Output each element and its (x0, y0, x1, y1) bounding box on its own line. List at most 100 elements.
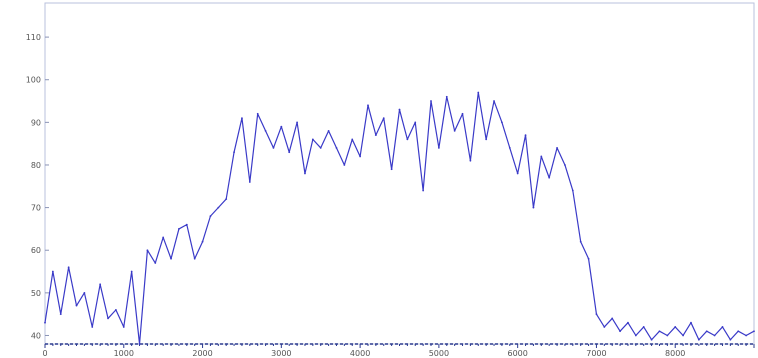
data-point (705, 330, 708, 333)
data-point (51, 270, 54, 273)
data-point (477, 91, 480, 94)
data-point (311, 138, 314, 141)
data-point (453, 129, 456, 132)
data-point (619, 330, 621, 333)
data-point (508, 147, 511, 149)
y-tick-label: 70 (31, 204, 41, 213)
data-point (390, 168, 393, 171)
data-point (225, 198, 228, 200)
data-point (595, 313, 598, 316)
data-point (248, 181, 251, 183)
data-point (272, 147, 275, 149)
data-point (288, 151, 291, 154)
data-point (99, 283, 102, 286)
data-point (422, 189, 425, 192)
data-point (721, 326, 724, 328)
x-tick-label: 5000 (429, 349, 449, 358)
x-tick-label: 8000 (665, 349, 685, 358)
data-point (674, 326, 677, 328)
data-point (91, 326, 94, 328)
y-tick-label: 40 (31, 331, 41, 340)
data-point (256, 112, 259, 115)
y-tick-label: 110 (26, 33, 41, 42)
data-point (682, 334, 684, 337)
data-point (540, 155, 543, 158)
data-point (264, 129, 267, 132)
data-point (430, 100, 432, 102)
data-point (532, 206, 535, 209)
data-point (115, 309, 117, 311)
data-point (587, 257, 590, 260)
data-point (611, 317, 614, 320)
y-tick-label: 60 (31, 246, 41, 255)
data-point (658, 330, 661, 333)
data-point (359, 155, 362, 158)
x-tick-label: 6000 (507, 349, 527, 358)
data-point (713, 334, 716, 337)
data-point (241, 117, 243, 119)
data-point (729, 338, 732, 341)
data-point (634, 334, 637, 337)
data-point (697, 338, 700, 341)
data-point (154, 262, 157, 264)
data-point (146, 249, 149, 252)
data-point (745, 334, 748, 337)
series-layer (44, 91, 755, 345)
data-point (398, 108, 401, 111)
data-point (201, 240, 204, 243)
data-point (343, 164, 346, 166)
data-point (319, 147, 322, 149)
data-point (666, 334, 669, 337)
data-point (138, 343, 141, 345)
data-point (461, 112, 464, 115)
y-tick-label: 50 (31, 289, 41, 298)
data-point (130, 270, 133, 273)
data-point (571, 189, 574, 192)
data-point (382, 117, 385, 119)
data-point (627, 321, 629, 324)
data-point (209, 215, 212, 218)
data-point (437, 147, 440, 149)
x-tick-label: 3000 (271, 349, 291, 358)
data-point (75, 304, 78, 307)
y-axis: 40 50 60 70 80 90 100 110 (26, 33, 49, 340)
data-point (107, 317, 109, 320)
data-point (737, 330, 740, 333)
y-tick-label: 80 (31, 161, 41, 170)
data-point (217, 206, 220, 209)
x-tick-label: 4000 (350, 349, 370, 358)
data-point (193, 257, 196, 260)
y-tick-label: 90 (31, 118, 41, 127)
data-point (516, 172, 519, 175)
data-point (67, 266, 70, 269)
data-point (414, 121, 417, 124)
data-point (642, 326, 645, 328)
data-point (327, 129, 330, 132)
x-tick-label: 1000 (114, 349, 134, 358)
data-point (753, 330, 755, 333)
data-point (469, 159, 472, 162)
data-point (162, 236, 165, 239)
data-point (564, 164, 566, 166)
data-point (122, 326, 125, 328)
data-point (579, 240, 582, 243)
data-point (83, 291, 86, 294)
plot-frame (44, 2, 755, 345)
data-point (406, 138, 409, 141)
data-point (296, 121, 298, 124)
data-point (548, 176, 551, 179)
data-point (351, 138, 354, 141)
x-tick-label: 2000 (192, 349, 212, 358)
data-point (367, 104, 369, 107)
data-point (280, 125, 283, 128)
data-point (690, 321, 692, 324)
data-point (335, 147, 338, 149)
data-point (374, 134, 377, 137)
data-point (233, 151, 235, 154)
data-point (304, 172, 306, 175)
data-point (185, 223, 188, 226)
data-point (445, 95, 448, 98)
data-point (603, 326, 606, 328)
